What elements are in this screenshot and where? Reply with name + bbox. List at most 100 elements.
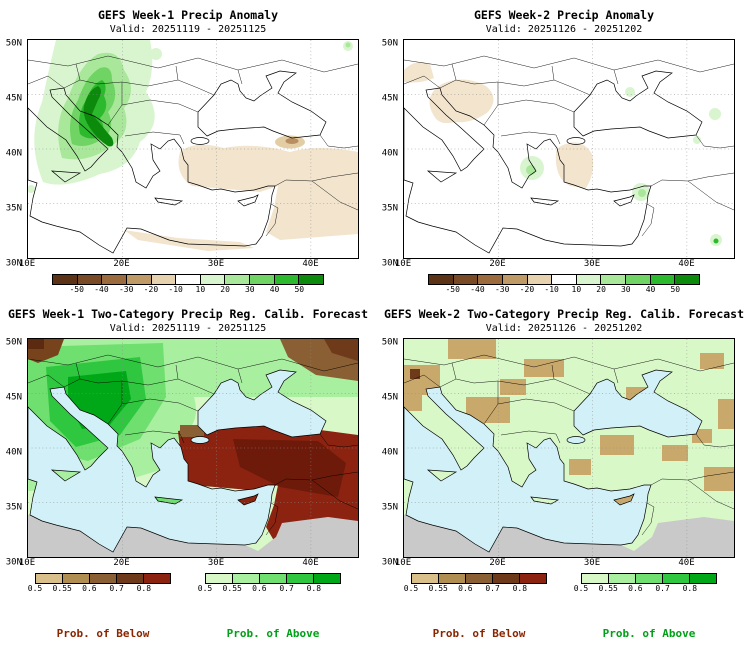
map-area: 50N 45N 40N 35N 30N 10E 20E 30E 40E: [376, 338, 752, 569]
tick-label: 10E: [394, 259, 412, 269]
colorbar-segment: [205, 573, 233, 584]
tick-label: -40: [94, 285, 109, 294]
tick-label: 0.7: [279, 584, 294, 593]
tick-label: 35N: [5, 203, 22, 214]
tick-label: 40E: [302, 558, 319, 568]
above-colorbar: [581, 573, 717, 584]
tick-label: 0.55: [222, 584, 242, 593]
colorbar-segment: [52, 274, 78, 285]
tick-label: 40: [269, 285, 280, 294]
tick-label: 30: [620, 285, 631, 294]
tick-label: 30E: [207, 558, 225, 568]
colorbar-segment: [581, 573, 609, 584]
tick-label: 0.5: [403, 584, 419, 593]
colorbar-segment: [662, 573, 690, 584]
colorbar-segment: [649, 274, 676, 285]
colorbar-segment: [600, 274, 627, 285]
tick-label: 40: [645, 285, 656, 294]
panel-week1-twocat-forecast: GEFS Week-1 Two-Category Precip Reg. Cal…: [0, 304, 376, 640]
anomaly-colorbar-labels: -50 -40 -30 -20 -10 10 20 30 40 50: [52, 285, 324, 296]
tick-label: 0.7: [655, 584, 670, 593]
colorbar-segment: [224, 274, 251, 285]
colorbar-segment: [249, 274, 275, 285]
top-row: GEFS Week-1 Precip Anomaly Valid: 202511…: [0, 5, 752, 296]
tick-label: 0.6: [82, 584, 97, 593]
panel-week2-precip-anomaly: GEFS Week-2 Precip Anomaly Valid: 202511…: [376, 5, 752, 296]
tick-label: 0.6: [252, 584, 267, 593]
colorbar-segment: [35, 573, 63, 584]
tick-label: 30N: [381, 557, 398, 568]
below-colorbar-group: 0.5 0.55 0.6 0.7 0.8: [404, 573, 547, 595]
tick-label: 0.5: [197, 584, 213, 593]
tick-label: 10E: [18, 558, 36, 568]
tick-label: 40N: [5, 447, 22, 458]
tick-label: 50N: [5, 337, 22, 348]
panel-title: GEFS Week-2 Precip Anomaly: [473, 8, 654, 22]
tick-label: 30N: [5, 258, 22, 269]
tick-label: 20E: [113, 259, 130, 269]
tick-label: 35N: [5, 502, 22, 513]
tick-label: 30E: [583, 259, 601, 269]
probability-legend-labels: Prob. of Below Prob. of Above: [411, 627, 717, 640]
prob-of-above-label: Prob. of Above: [602, 627, 696, 640]
colorbar-segment: [575, 274, 602, 285]
colorbar-segment: [313, 573, 341, 584]
tick-label: 0.55: [598, 584, 618, 593]
colorbar-segment: [116, 573, 144, 584]
colorbar-segment: [62, 573, 90, 584]
tick-label: 40E: [302, 259, 319, 269]
tick-label: -20: [519, 285, 535, 294]
anomaly-colorbar: [52, 274, 325, 285]
map-area: 50N 45N 40N 35N 30N 10E 20E 30E 40E: [376, 39, 752, 270]
tick-label: 0.8: [682, 584, 698, 593]
panel-valid-dates: Valid: 20251126 - 20251202: [485, 24, 643, 35]
tick-label: 40E: [678, 558, 695, 568]
panel-title: GEFS Week-2 Two-Category Precip Reg. Cal…: [383, 307, 745, 321]
panel-week1-precip-anomaly: GEFS Week-1 Precip Anomaly Valid: 202511…: [0, 5, 376, 296]
colorbar-segment: [286, 573, 314, 584]
prob-of-below-label: Prob. of Below: [432, 627, 526, 640]
tick-label: 40N: [5, 148, 22, 159]
twocat-map-week1: [27, 338, 359, 558]
colorbar-segment: [608, 573, 636, 584]
probability-legend-labels: Prob. of Below Prob. of Above: [35, 627, 341, 640]
tick-label: 0.7: [485, 584, 500, 593]
tick-label: 0.55: [428, 584, 448, 593]
colorbar-segment: [89, 573, 117, 584]
tick-label: 30: [244, 285, 255, 294]
latitude-axis: 50N 45N 40N 35N 30N: [376, 39, 401, 268]
tick-label: 50: [294, 285, 305, 294]
tick-label: 30E: [207, 259, 225, 269]
anomaly-colorbar-labels: -50 -40 -30 -20 -10 10 20 30 40 50: [428, 285, 700, 296]
colorbar-segment: [175, 274, 201, 285]
colorbar-segment: [438, 573, 466, 584]
latitude-axis: 50N 45N 40N 35N 30N: [376, 338, 401, 567]
colorbar-segment: [143, 573, 171, 584]
tick-label: 35N: [381, 203, 398, 214]
colorbar-segment: [101, 274, 127, 285]
tick-label: 40N: [381, 148, 398, 159]
tick-label: 0.8: [306, 584, 322, 593]
tick-label: 0.8: [512, 584, 528, 593]
tick-label: -10: [168, 285, 183, 294]
longitude-axis: 10E 20E 30E 40E: [395, 558, 752, 569]
latitude-axis: 50N 45N 40N 35N 30N: [0, 39, 25, 268]
tick-label: -20: [143, 285, 159, 294]
panel-valid-dates: Valid: 20251119 - 20251125: [109, 323, 267, 334]
colorbar-segment: [625, 274, 651, 285]
tick-label: 50N: [381, 38, 398, 49]
tick-label: 0.8: [136, 584, 152, 593]
tick-label: 0.5: [573, 584, 589, 593]
colorbar-segment: [689, 573, 717, 584]
colorbar-segment: [551, 274, 577, 285]
below-colorbar: [411, 573, 547, 584]
tick-label: 30E: [583, 558, 601, 568]
anomaly-colorbar: [428, 274, 701, 285]
colorbar-segment: [411, 573, 439, 584]
above-colorbar-group: 0.5 0.55 0.6 0.7 0.8: [198, 573, 341, 595]
panel-valid-dates: Valid: 20251119 - 20251125: [109, 24, 267, 35]
tick-label: 40E: [678, 259, 695, 269]
longitude-axis: 10E 20E 30E 40E: [19, 259, 405, 270]
tick-label: 35N: [381, 502, 398, 513]
tick-label: 0.5: [27, 584, 43, 593]
